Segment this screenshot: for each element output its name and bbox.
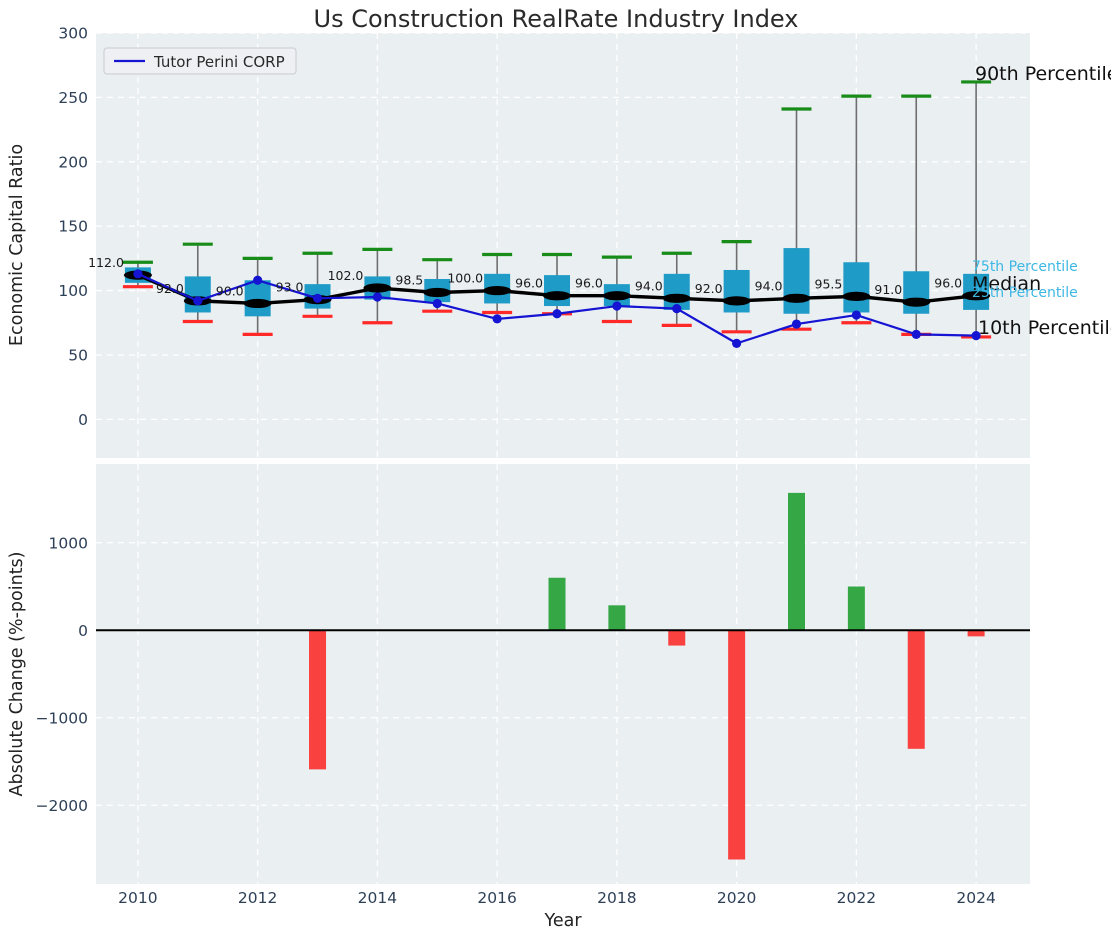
median-marker <box>723 296 751 305</box>
top-axes: 0 50 100 150 200 250 300 Economic Capital Rati… <box>7 25 1111 459</box>
legend-label-0: Tutor Perini CORP <box>153 53 285 71</box>
median-value-label: 112.0 <box>88 255 124 270</box>
y-tick-label: 0 <box>78 411 88 429</box>
company-marker <box>493 314 502 323</box>
x-tick-label: 2012 <box>238 889 277 907</box>
bar <box>549 578 566 631</box>
bar <box>788 493 805 630</box>
figure-container: Us Construction RealRate Industry Index … <box>0 0 1111 942</box>
median-marker <box>423 288 451 297</box>
bar <box>728 630 745 859</box>
bottom-y-tick-labels: −2000 −1000 0 1000 <box>36 534 88 815</box>
x-tick-label: 2010 <box>118 889 157 907</box>
box-iqr <box>724 270 750 313</box>
x-tick-label: 2016 <box>477 889 516 907</box>
box-iqr <box>843 262 869 312</box>
box-iqr <box>903 271 929 314</box>
median-value-label: 92.0 <box>695 281 723 296</box>
company-marker <box>852 310 861 319</box>
y-tick-label: 50 <box>68 346 88 364</box>
box-iqr <box>245 280 271 316</box>
bar <box>608 605 625 630</box>
chart-svg: Us Construction RealRate Industry Index … <box>0 0 1111 942</box>
median-value-label: 90.0 <box>216 283 244 298</box>
company-marker <box>792 319 801 328</box>
median-value-label: 100.0 <box>447 271 483 286</box>
company-marker <box>552 309 561 318</box>
y-tick-label: −1000 <box>36 709 88 727</box>
page-title: Us Construction RealRate Industry Index <box>314 5 799 33</box>
company-marker <box>612 301 621 310</box>
median-marker <box>902 298 930 307</box>
median-value-label: 95.5 <box>815 276 843 291</box>
median-marker <box>603 291 631 300</box>
company-marker <box>433 299 442 308</box>
bottom-y-axis-title: Absolute Change (%-points) <box>7 552 27 797</box>
median-value-label: 91.0 <box>874 282 902 297</box>
annotation-p10: 10th Percentile <box>978 317 1111 339</box>
median-value-label: 94.0 <box>755 278 783 293</box>
company-marker <box>253 276 262 285</box>
y-tick-label: 0 <box>78 622 88 640</box>
median-marker <box>783 294 811 303</box>
bottom-axes: −2000 −1000 0 1000 Absolute Change (%-point… <box>7 464 1030 931</box>
median-value-label: 98.5 <box>395 273 423 288</box>
bottom-x-tick-labels: 2010 2012 2014 2016 2018 2020 2022 2024 <box>118 889 996 907</box>
bar <box>668 630 685 645</box>
y-tick-label: 250 <box>58 89 88 107</box>
median-marker <box>363 283 391 292</box>
y-tick-label: 100 <box>58 282 88 300</box>
company-marker <box>313 294 322 303</box>
median-marker <box>244 299 272 308</box>
x-tick-label: 2014 <box>358 889 397 907</box>
x-tick-label: 2020 <box>717 889 756 907</box>
top-y-tick-labels: 0 50 100 150 200 250 300 <box>58 25 88 429</box>
box-iqr <box>784 248 810 314</box>
x-axis-title: Year <box>543 911 582 931</box>
median-value-label: 96.0 <box>575 276 603 291</box>
median-value-label: 94.0 <box>635 278 663 293</box>
bottom-plot-background <box>96 464 1030 884</box>
bar <box>309 630 326 769</box>
median-value-label: 92.0 <box>156 281 184 296</box>
y-tick-label: 150 <box>58 218 88 236</box>
y-tick-label: −2000 <box>36 797 88 815</box>
median-value-label: 93.0 <box>276 280 304 295</box>
legend[interactable]: Tutor Perini CORP <box>104 48 296 74</box>
top-y-axis-title: Economic Capital Ratio <box>7 144 27 346</box>
median-marker <box>842 292 870 301</box>
company-marker <box>193 296 202 305</box>
x-tick-label: 2018 <box>597 889 636 907</box>
company-marker <box>912 330 921 339</box>
x-tick-label: 2024 <box>956 889 995 907</box>
annotation-p25: 25th Percentile <box>972 285 1078 301</box>
y-tick-label: 200 <box>58 153 88 171</box>
median-marker <box>483 286 511 295</box>
median-value-label: 96.0 <box>515 276 543 291</box>
bar <box>848 587 865 631</box>
median-value-label: 96.0 <box>934 276 962 291</box>
x-tick-label: 2022 <box>837 889 876 907</box>
company-marker <box>732 339 741 348</box>
y-tick-label: 300 <box>58 25 88 43</box>
company-marker <box>133 269 142 278</box>
median-marker <box>663 294 691 303</box>
company-marker <box>672 304 681 313</box>
annotation-p90: 90th Percentile <box>975 63 1111 85</box>
bar <box>908 630 925 749</box>
median-marker <box>543 291 571 300</box>
median-value-label: 102.0 <box>328 268 364 283</box>
box-iqr <box>544 275 570 306</box>
box-iqr <box>185 276 211 312</box>
y-tick-label: 1000 <box>49 534 88 552</box>
company-marker <box>373 292 382 301</box>
